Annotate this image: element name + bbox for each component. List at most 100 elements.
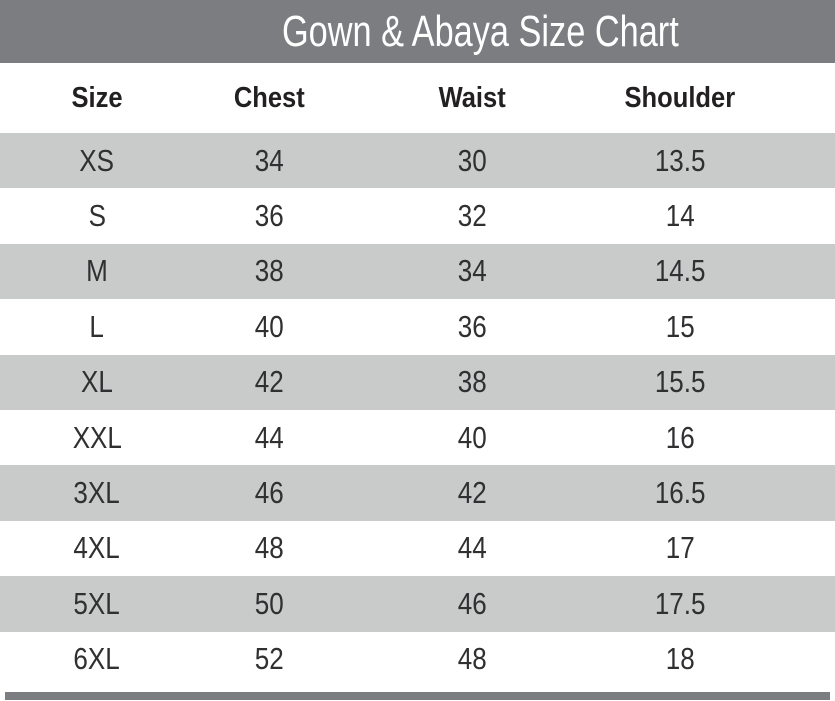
col-header-filler bbox=[760, 63, 835, 133]
cell-value: 50 bbox=[254, 585, 284, 621]
col-header-waist-label: Waist bbox=[438, 81, 506, 114]
cell-chest: 34 bbox=[194, 133, 344, 188]
cell-chest: 42 bbox=[194, 355, 344, 410]
cell-chest: 44 bbox=[194, 410, 344, 465]
cell-waist: 38 bbox=[344, 355, 600, 410]
table-row: L 40 36 15 bbox=[0, 299, 835, 354]
cell-value: M bbox=[86, 253, 108, 289]
cell-value: 48 bbox=[457, 641, 487, 677]
table-row: XXL 44 40 16 bbox=[0, 410, 835, 465]
cell-value: 32 bbox=[457, 198, 487, 234]
cell-chest: 38 bbox=[194, 244, 344, 299]
cell-waist: 40 bbox=[344, 410, 600, 465]
cell-value: 18 bbox=[665, 641, 695, 677]
cell-value: 17.5 bbox=[654, 585, 706, 621]
cell-shoulder: 15 bbox=[600, 299, 760, 354]
cell-shoulder: 18 bbox=[600, 632, 760, 687]
table-row: XS 34 30 13.5 bbox=[0, 133, 835, 189]
cell-filler bbox=[760, 355, 835, 410]
cell-value: 13.5 bbox=[654, 142, 706, 178]
cell-size: S bbox=[0, 188, 194, 243]
cell-value: 34 bbox=[457, 253, 487, 289]
cell-value: 48 bbox=[254, 530, 284, 566]
cell-filler bbox=[760, 632, 835, 687]
cell-chest: 48 bbox=[194, 521, 344, 576]
table-row: S 36 32 14 bbox=[0, 188, 835, 243]
cell-size: 5XL bbox=[0, 576, 194, 631]
col-header-shoulder-label: Shoulder bbox=[624, 81, 736, 114]
cell-value: 38 bbox=[254, 253, 284, 289]
cell-value: 38 bbox=[457, 364, 487, 400]
cell-chest: 50 bbox=[194, 576, 344, 631]
cell-size: 3XL bbox=[0, 465, 194, 520]
cell-value: 4XL bbox=[73, 530, 121, 566]
cell-waist: 42 bbox=[344, 465, 600, 520]
table-row: M 38 34 14.5 bbox=[0, 243, 835, 300]
cell-filler bbox=[760, 299, 835, 354]
cell-value: 3XL bbox=[73, 475, 121, 511]
table-row: 6XL 52 48 18 bbox=[0, 632, 835, 687]
table-row: 5XL 50 46 17.5 bbox=[0, 576, 835, 632]
cell-value: 42 bbox=[254, 364, 284, 400]
cell-waist: 34 bbox=[344, 244, 600, 299]
cell-value: 6XL bbox=[73, 641, 121, 677]
cell-waist: 30 bbox=[344, 133, 600, 188]
cell-filler bbox=[760, 576, 835, 631]
cell-shoulder: 17 bbox=[600, 521, 760, 576]
cell-chest: 40 bbox=[194, 299, 344, 354]
cell-filler bbox=[760, 521, 835, 576]
cell-value: 34 bbox=[254, 142, 284, 178]
cell-value: 40 bbox=[457, 419, 487, 455]
cell-value: 30 bbox=[457, 142, 487, 178]
cell-chest: 46 bbox=[194, 465, 344, 520]
col-header-chest: Chest bbox=[194, 63, 344, 133]
cell-waist: 46 bbox=[344, 576, 600, 631]
cell-size: L bbox=[0, 299, 194, 354]
cell-size: M bbox=[0, 244, 194, 299]
cell-filler bbox=[760, 465, 835, 520]
cell-value: 44 bbox=[254, 419, 284, 455]
title-band: Gown & Abaya Size Chart bbox=[0, 0, 835, 63]
cell-value: XL bbox=[81, 364, 113, 400]
table-row: XL 42 38 15.5 bbox=[0, 354, 835, 410]
bottom-bar bbox=[5, 692, 830, 700]
cell-value: 46 bbox=[254, 475, 284, 511]
cell-shoulder: 16.5 bbox=[600, 465, 760, 520]
cell-chest: 36 bbox=[194, 188, 344, 243]
cell-size: XL bbox=[0, 355, 194, 410]
cell-waist: 32 bbox=[344, 188, 600, 243]
cell-shoulder: 16 bbox=[600, 410, 760, 465]
cell-value: 5XL bbox=[73, 585, 121, 621]
cell-value: L bbox=[89, 308, 105, 344]
cell-shoulder: 14 bbox=[600, 188, 760, 243]
cell-shoulder: 17.5 bbox=[600, 576, 760, 631]
cell-value: 40 bbox=[254, 308, 284, 344]
cell-value: 15.5 bbox=[654, 364, 706, 400]
cell-shoulder: 14.5 bbox=[600, 244, 760, 299]
cell-chest: 52 bbox=[194, 632, 344, 687]
cell-size: 4XL bbox=[0, 521, 194, 576]
cell-waist: 48 bbox=[344, 632, 600, 687]
cell-value: 16 bbox=[665, 419, 695, 455]
cell-value: 16.5 bbox=[654, 475, 706, 511]
cell-value: 46 bbox=[457, 585, 487, 621]
col-header-size: Size bbox=[0, 63, 194, 133]
cell-filler bbox=[760, 133, 835, 188]
col-header-shoulder: Shoulder bbox=[600, 63, 760, 133]
cell-filler bbox=[760, 188, 835, 243]
col-header-waist: Waist bbox=[344, 63, 600, 133]
cell-value: 14 bbox=[665, 198, 695, 234]
cell-value: XXL bbox=[72, 419, 122, 455]
col-header-chest-label: Chest bbox=[233, 81, 305, 114]
cell-value: 15 bbox=[665, 308, 695, 344]
cell-value: 36 bbox=[254, 198, 284, 234]
cell-waist: 44 bbox=[344, 521, 600, 576]
chart-title: Gown & Abaya Size Chart bbox=[281, 6, 679, 56]
cell-value: 42 bbox=[457, 475, 487, 511]
cell-size: 6XL bbox=[0, 632, 194, 687]
header-row: Size Chest Waist Shoulder bbox=[0, 63, 835, 133]
table-row: 3XL 46 42 16.5 bbox=[0, 465, 835, 521]
cell-value: 17 bbox=[665, 530, 695, 566]
cell-value: 52 bbox=[254, 641, 284, 677]
